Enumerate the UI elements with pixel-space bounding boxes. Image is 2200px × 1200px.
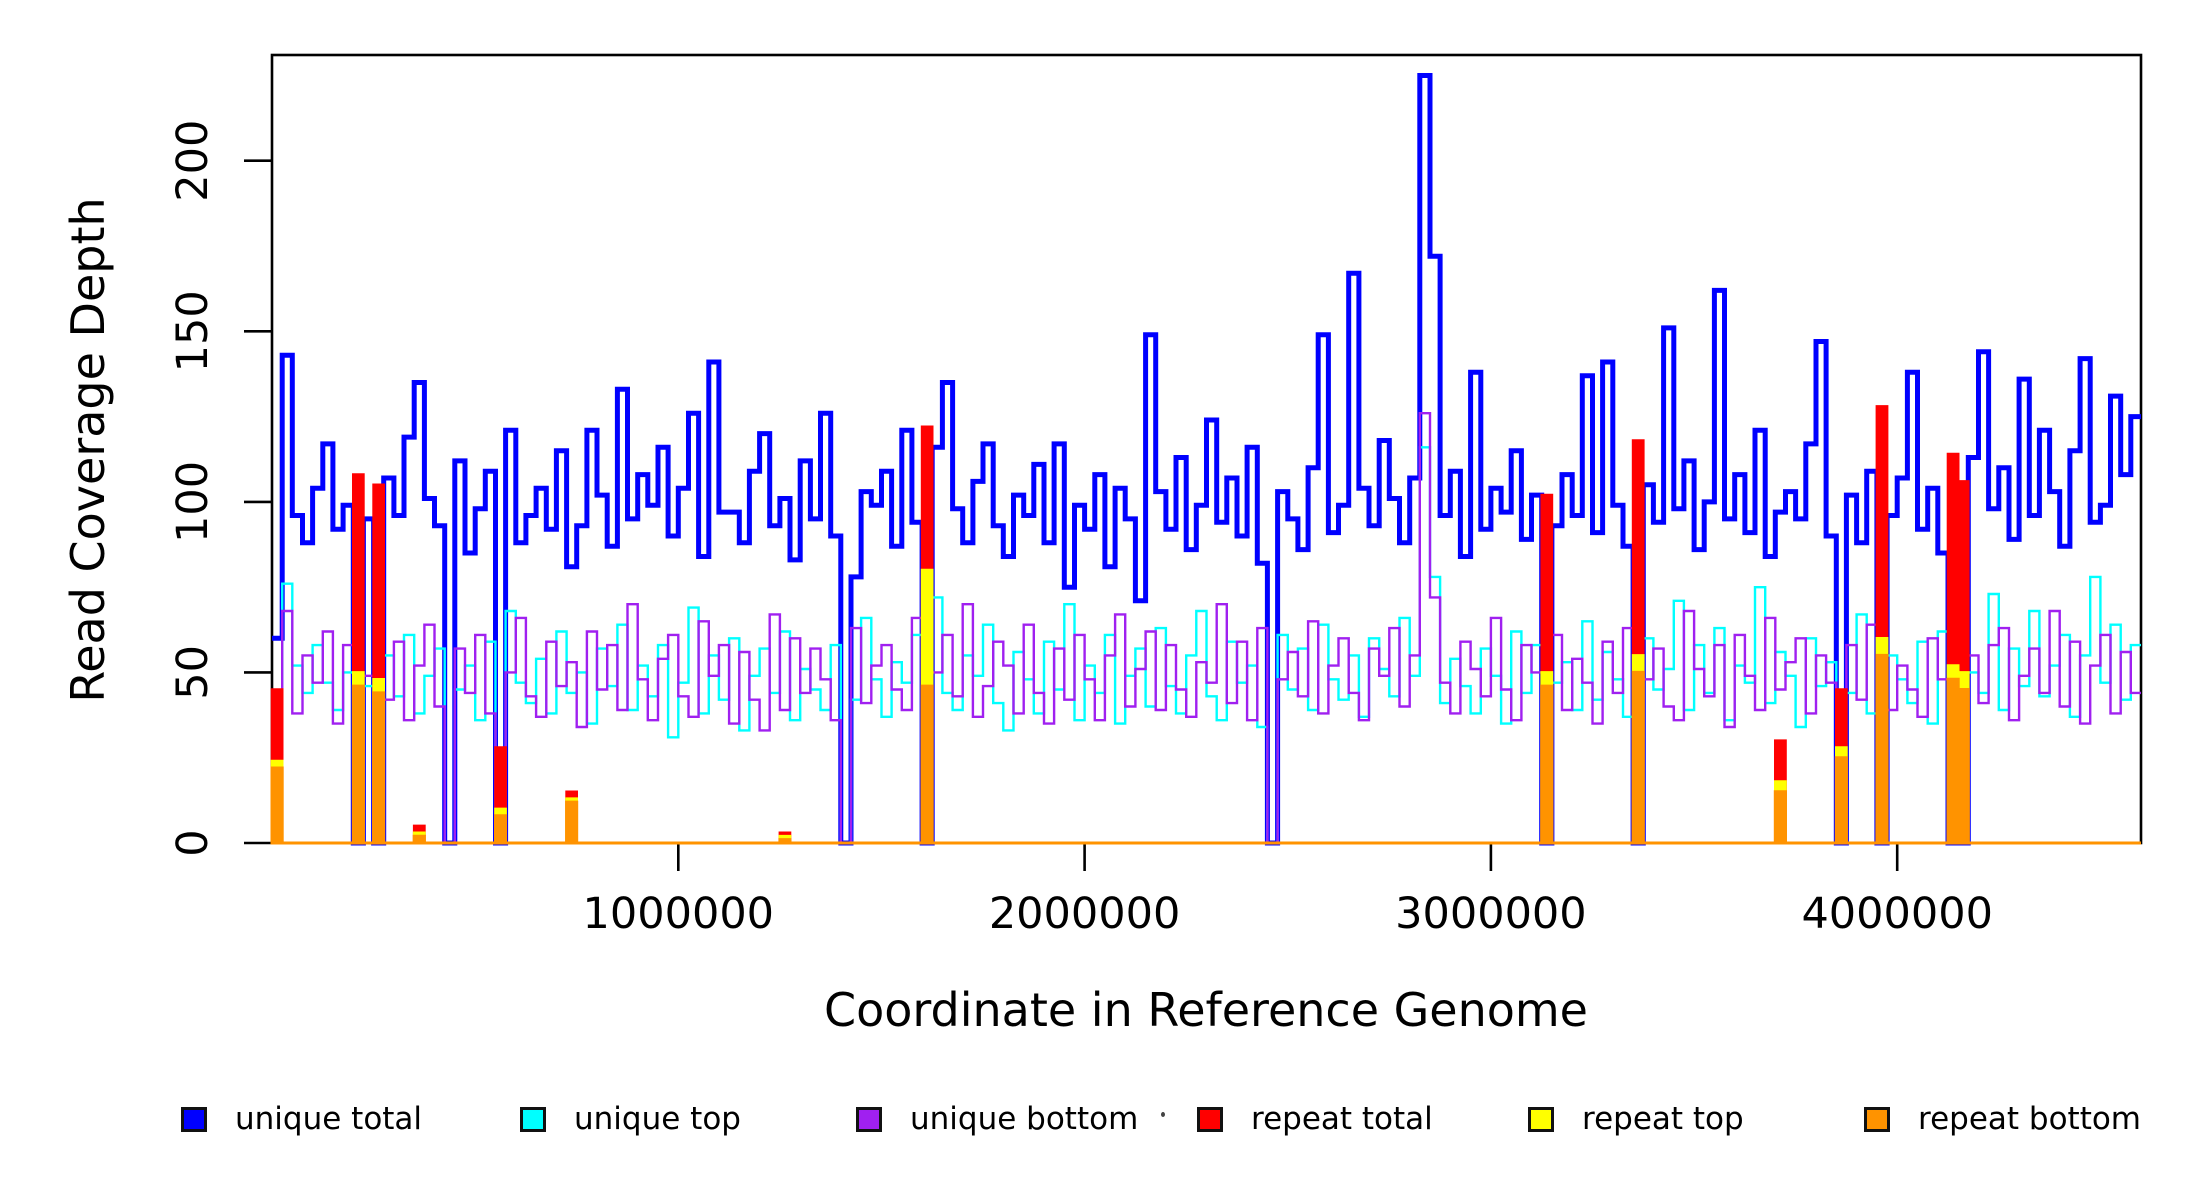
y-axis-title: Read Coverage Depth [61,197,115,702]
y-tick-label: 200 [168,120,218,202]
stray-dot-artifact [1161,1112,1165,1117]
series-unique-total [272,73,2141,846]
series-unique-bottom [272,412,2141,845]
series-repeat-bottom [270,653,2141,845]
y-tick-label: 0 [168,829,218,856]
x-axis-title: Coordinate in Reference Genome [824,983,1588,1037]
y-tick-label: 50 [168,645,218,700]
x-tick-label: 4000000 [1801,889,1993,939]
x-tick-label: 1000000 [583,889,775,939]
x-tick-label: 2000000 [989,889,1181,939]
x-tick-label: 3000000 [1395,889,1587,939]
y-tick-label: 100 [168,461,218,543]
y-tick-label: 150 [168,290,218,372]
